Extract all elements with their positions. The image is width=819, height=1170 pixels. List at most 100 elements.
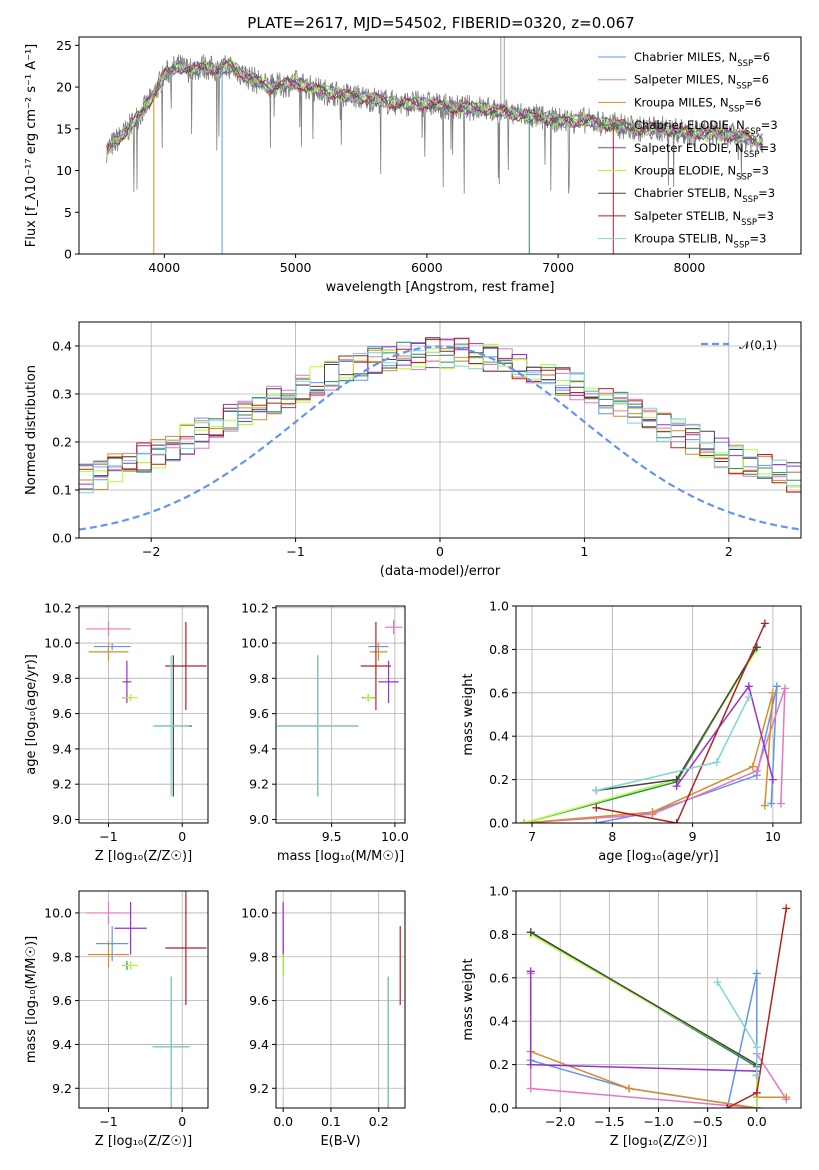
plot-area: [86, 621, 207, 797]
y-tick-label: 9.0: [52, 812, 72, 827]
x-tick-label: 10.0: [381, 829, 409, 844]
panels: Chabrier MILES, NSSP=6 Salpeter MILES, NS…: [24, 36, 802, 1149]
axes-frame: [78, 605, 209, 824]
y-tick-label: 9.6: [52, 993, 72, 1008]
weight-marker: [772, 682, 781, 691]
weight-line: [530, 931, 758, 1108]
y-tick-label: 9.6: [52, 706, 72, 721]
legend-entry: Salpeter STELIB, NSSP=3: [634, 209, 774, 228]
y-tick-label: 9.6: [249, 993, 269, 1008]
weight-marker: [768, 775, 777, 784]
panel-ebv-vs-mass: 0.0 0.1 0.2 9.2 9.4 9.6 9.8 10.0 E(B-V): [241, 890, 406, 1149]
normal-curve: [79, 345, 801, 531]
y-tick-label: 9.6: [249, 706, 269, 721]
model-spectrum: [106, 60, 764, 154]
x-tick-label: 7000: [542, 260, 574, 275]
x-tick-label: 8: [608, 829, 616, 844]
y-tick-label: 10.2: [241, 600, 269, 615]
weight-marker: [592, 803, 601, 812]
weight-marker: [760, 619, 769, 628]
histogram: [79, 343, 801, 488]
weight-marker: [782, 904, 791, 913]
axes-frame: [78, 36, 802, 255]
weight-marker: [776, 799, 785, 808]
x-tick-label: 6000: [411, 260, 443, 275]
x-axis-label: age [log₁₀(age/yr)]: [598, 849, 719, 864]
weight-marker: [672, 775, 681, 784]
y-tick-label: 0.8: [489, 927, 509, 942]
x-tick-label: 7: [528, 829, 536, 844]
y-tick-label: 9.8: [52, 949, 72, 964]
y-tick-label: 10.0: [241, 905, 269, 920]
y-tick-label: 9.2: [249, 1081, 269, 1096]
plot-area: [526, 904, 791, 1108]
legend-entry: Chabrier STELIB, NSSP=3: [634, 186, 775, 205]
y-axis-label: age [log₁₀(age/yr)]: [24, 654, 39, 775]
x-tick-label: 5000: [280, 260, 312, 275]
weight-line: [530, 973, 758, 1108]
y-tick-label: 0.4: [489, 1014, 509, 1029]
y-tick-label: 9.4: [52, 1037, 72, 1052]
y-axis-label: mass [log₁₀(M/M☉)]: [24, 936, 39, 1063]
histogram: [79, 350, 801, 494]
y-tick-label: 9.2: [52, 1081, 72, 1096]
x-tick-label: 0.2: [369, 1114, 389, 1129]
y-tick-label: 9.2: [52, 777, 72, 792]
x-tick-label: 0.0: [747, 1114, 767, 1129]
x-axis-label: Z [log₁₀(Z/Z☉)]: [95, 1134, 192, 1149]
panel-z-vs-age: −1 0 9.0 9.2 9.4 9.6 9.8 10.0 10.2 Z [log₁₀(Z/Z☉)…: [24, 600, 209, 864]
y-tick-label: 9.4: [52, 741, 72, 756]
y-tick-label: 0.4: [52, 339, 72, 354]
x-tick-label: 8000: [674, 260, 706, 275]
weight-line: [523, 692, 774, 823]
y-tick-label: 0.4: [489, 729, 509, 744]
weight-marker: [625, 1084, 634, 1093]
weight-line: [596, 623, 766, 823]
model-spectrum: [106, 61, 763, 151]
x-tick-label: −0.5: [692, 1114, 722, 1129]
x-tick-label: 0: [436, 544, 444, 559]
y-tick-label: 9.8: [249, 671, 269, 686]
weight-marker: [723, 1104, 732, 1108]
weight-marker: [752, 969, 761, 978]
y-tick-label: 9.8: [52, 671, 72, 686]
panel-z-vs-mass: −1 0 9.2 9.4 9.6 9.8 10.0 Z [log₁₀(Z/Z☉)] mass […: [24, 890, 209, 1149]
weight-marker: [744, 682, 753, 691]
weight-marker: [672, 819, 681, 823]
panel-mass-vs-age: 9.5 10.0 9.0 9.2 9.4 9.6 9.8 10.0 10.2 mass [log₁…: [241, 600, 409, 864]
x-tick-label: 10: [765, 829, 781, 844]
weight-marker: [592, 786, 601, 795]
weight-marker: [760, 801, 769, 810]
plot-area: [79, 337, 801, 531]
y-tick-label: 0.3: [52, 387, 72, 402]
weight-marker: [782, 1093, 791, 1102]
axes-frame: [515, 605, 802, 824]
emission-line: [500, 37, 505, 113]
y-axis-label: Flux [f_λ10⁻¹⁷ erg cm⁻² s⁻¹ A⁻¹]: [24, 44, 39, 248]
y-tick-label: 0.0: [52, 531, 72, 546]
legend-entry: 𝒩(0,1): [739, 338, 777, 352]
y-tick-label: 0.6: [489, 685, 509, 700]
y-tick-label: 25: [56, 38, 72, 53]
x-tick-label: 9.5: [322, 829, 342, 844]
weight-marker: [712, 758, 721, 767]
legend-entry: Salpeter MILES, NSSP=6: [634, 73, 769, 92]
y-tick-label: 0.2: [489, 772, 509, 787]
axes-frame: [275, 605, 406, 824]
weight-marker: [520, 819, 529, 823]
x-tick-label: 0.0: [273, 1114, 293, 1129]
weight-line: [530, 1050, 787, 1108]
y-tick-label: 0: [64, 247, 72, 262]
weight-marker: [752, 766, 761, 775]
weight-marker: [752, 1071, 761, 1080]
weight-marker: [752, 1088, 761, 1097]
x-axis-label: E(B-V): [320, 1134, 360, 1149]
axes-frame: [275, 890, 406, 1109]
plot-area: [282, 901, 401, 1108]
plot-area: [277, 620, 403, 797]
y-tick-label: 0.0: [489, 816, 509, 831]
weight-marker: [744, 693, 753, 702]
y-tick-label: 0.6: [489, 970, 509, 985]
legend-entry: Chabrier MILES, NSSP=6: [634, 50, 770, 69]
